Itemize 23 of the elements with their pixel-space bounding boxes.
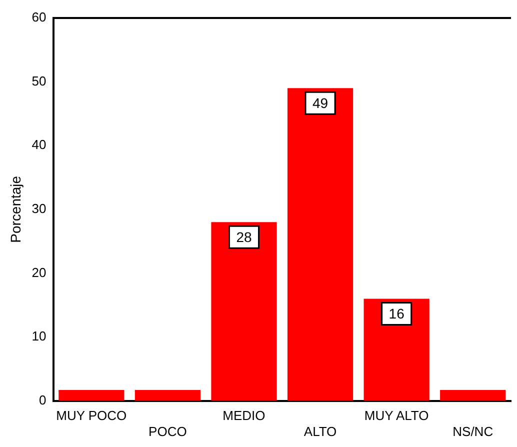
x-tick-label: ALTO: [304, 424, 337, 439]
x-tick-label: MUY POCO: [56, 408, 127, 424]
bar: [440, 390, 506, 401]
y-tick-label: 30: [32, 200, 46, 216]
bar: [58, 390, 124, 401]
bar: [287, 88, 354, 401]
y-axis-title: Porcentaje: [7, 176, 24, 243]
bar: [364, 298, 430, 401]
y-tick-label: 60: [32, 10, 46, 25]
x-tick-label: MUY ALTO: [364, 408, 429, 424]
data-label: 49: [312, 95, 328, 112]
data-label: 28: [236, 229, 252, 246]
y-tick-label: 10: [32, 328, 46, 344]
x-tick-label: POCO: [148, 424, 187, 439]
data-label: 16: [388, 306, 405, 322]
y-tick-label: 0: [39, 392, 46, 408]
x-tick-label: MEDIO: [222, 408, 266, 424]
y-tick-label: 40: [32, 137, 46, 152]
y-tick-label: 50: [32, 73, 46, 88]
x-tick-label: NS/NC: [452, 424, 494, 439]
bar: [134, 390, 200, 401]
y-tick-label: 20: [32, 264, 46, 280]
bar: [211, 222, 277, 401]
